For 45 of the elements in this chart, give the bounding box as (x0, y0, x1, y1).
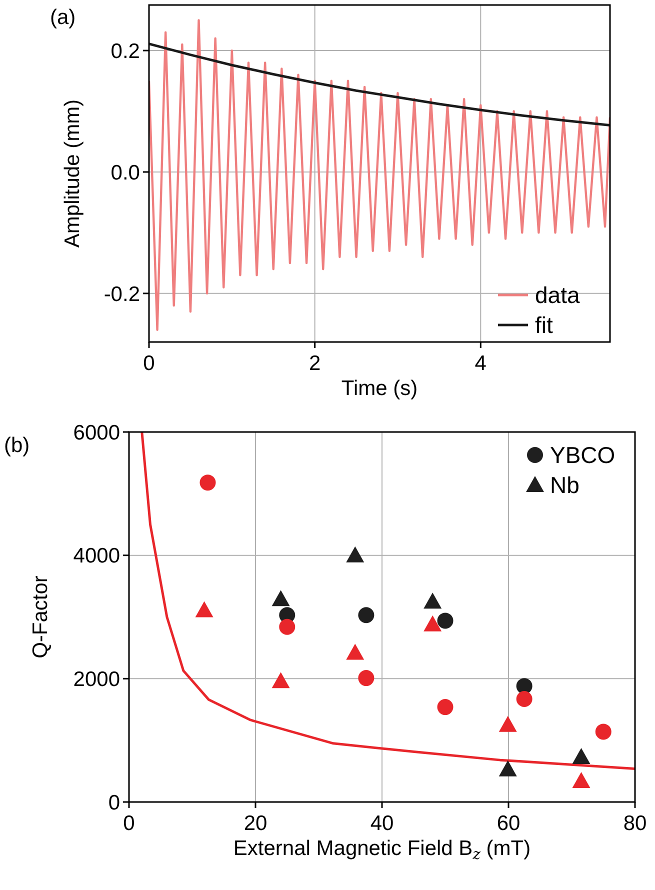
x-tick-label: 2 (308, 352, 321, 375)
point (572, 748, 590, 764)
point (272, 590, 290, 606)
point (346, 644, 364, 660)
x-tick-label: 20 (244, 812, 268, 835)
chart-title: (a) (50, 6, 76, 29)
legend-label: fit (535, 312, 554, 338)
point (346, 546, 364, 562)
x-tick-label: 40 (370, 812, 394, 835)
x-tick-label: 0 (143, 352, 155, 375)
x-tick-label: 80 (623, 812, 647, 835)
x-tick-label: 4 (474, 352, 487, 375)
point (437, 699, 454, 716)
y-tick-label: 0.0 (110, 161, 140, 184)
y-tick-label: -0.2 (104, 282, 140, 306)
point (424, 592, 442, 609)
point (195, 601, 214, 618)
x-tick-label: 60 (496, 812, 520, 835)
legend-label: Nb (550, 472, 580, 498)
y-axis-title: Q-Factor (29, 576, 52, 658)
y-axis-title: Amplitude (mm) (61, 99, 84, 248)
point (358, 607, 374, 624)
point (498, 716, 517, 732)
point (437, 612, 454, 629)
line-series (149, 42, 610, 126)
x-axis-title: Time (s) (341, 377, 418, 400)
y-tick-label: 0 (108, 791, 120, 814)
point (279, 618, 296, 635)
y-tick-label: 0.2 (110, 40, 140, 63)
point (516, 691, 532, 708)
point (424, 615, 442, 632)
y-tick-label: 2000 (73, 668, 120, 692)
y-tick-label: 4000 (73, 544, 120, 568)
legend-label: YBCO (550, 442, 616, 468)
point (272, 672, 290, 688)
point (572, 772, 590, 788)
point (595, 724, 612, 740)
point (200, 474, 216, 491)
point (498, 760, 517, 776)
y-tick-label: 6000 (73, 421, 120, 444)
point (516, 678, 532, 694)
chart-title: (b) (4, 434, 30, 457)
x-axis-title: External Magnetic Field B$_{z}$ (mT) (233, 837, 531, 863)
point (358, 670, 374, 686)
legend-label: data (535, 282, 580, 308)
